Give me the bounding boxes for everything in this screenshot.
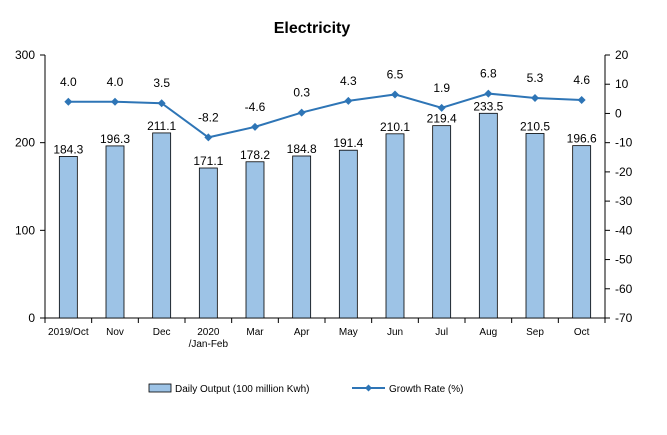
right-tick-label: -70 xyxy=(615,311,633,325)
bar-value-label: 210.1 xyxy=(380,120,410,134)
growth-rate-point xyxy=(437,103,446,112)
right-tick-label: -20 xyxy=(615,165,633,179)
growth-rate-point xyxy=(297,108,306,117)
left-tick-label: 300 xyxy=(15,48,35,62)
growth-rate-point xyxy=(391,90,399,99)
growth-rate-label: 3.5 xyxy=(153,76,170,90)
bar xyxy=(525,133,545,319)
bar-value-label: 184.3 xyxy=(53,142,83,156)
growth-rate-label: -4.6 xyxy=(245,100,266,114)
growth-rate-point xyxy=(484,89,493,98)
growth-rate-label: 0.3 xyxy=(293,86,310,100)
category-label: 2019/Oct xyxy=(48,327,89,338)
bar-value-label: 219.4 xyxy=(427,112,457,126)
bar xyxy=(245,161,265,319)
bar-value-label: 191.4 xyxy=(333,136,363,150)
growth-rate-point xyxy=(157,99,166,108)
category-label: Sep xyxy=(526,327,544,338)
growth-rate-label: 4.0 xyxy=(60,75,77,89)
right-tick-label: -30 xyxy=(615,194,633,208)
left-tick-label: 0 xyxy=(28,311,35,325)
chart-legend: Daily Output (100 million Kwh) Growth Rat… xyxy=(148,383,463,395)
category-label: 2020 xyxy=(197,327,220,338)
right-tick-label: -10 xyxy=(615,136,633,150)
bar xyxy=(338,149,358,319)
legend-bar-swatch xyxy=(148,383,172,393)
growth-rate-label: 4.3 xyxy=(340,74,357,88)
bar-value-label: 196.3 xyxy=(100,132,130,146)
bar-value-label: 178.2 xyxy=(240,148,270,162)
category-label: Dec xyxy=(153,327,171,338)
right-tick-label: -40 xyxy=(615,223,633,237)
right-tick-label: -50 xyxy=(615,253,633,267)
bar xyxy=(58,156,78,319)
growth-rate-line xyxy=(68,92,582,139)
category-label: Oct xyxy=(574,327,590,338)
legend-line-marker xyxy=(365,384,372,392)
growth-rate-label: -8.2 xyxy=(198,110,219,124)
bar-value-label: 171.1 xyxy=(193,154,223,168)
growth-rate-point xyxy=(531,93,539,102)
category-label: Jun xyxy=(387,327,403,338)
growth-rate-label: 1.9 xyxy=(433,81,450,95)
growth-rate-label: 6.5 xyxy=(387,67,404,81)
bar xyxy=(432,125,452,319)
growth-rate-label: 6.8 xyxy=(480,67,497,81)
growth-rate-point xyxy=(204,133,213,142)
left-tick-label: 100 xyxy=(15,223,35,237)
left-tick-label: 200 xyxy=(15,136,35,150)
category-label: Aug xyxy=(479,327,497,338)
category-label: /Jan-Feb xyxy=(189,339,229,350)
legend-bar-label: Daily Output (100 million Kwh) xyxy=(175,384,310,395)
bar xyxy=(152,132,172,319)
bar-value-label: 211.1 xyxy=(147,119,176,133)
growth-rate-point xyxy=(64,97,73,106)
bar xyxy=(478,112,498,319)
bar-value-label: 184.8 xyxy=(287,142,317,156)
bar xyxy=(385,133,405,319)
category-label: Mar xyxy=(246,327,264,338)
growth-rate-point xyxy=(111,97,119,106)
growth-rate-label: 4.0 xyxy=(107,75,124,89)
category-label: Apr xyxy=(294,327,310,338)
category-label: May xyxy=(339,327,358,338)
bar-value-label: 233.5 xyxy=(473,99,503,113)
chart-title: Electricity xyxy=(274,20,351,37)
bar-value-label: 210.5 xyxy=(520,119,550,133)
category-label: Jul xyxy=(435,327,448,338)
growth-rate-point xyxy=(251,122,259,131)
growth-rate-label: 5.3 xyxy=(527,71,544,85)
bar-value-label: 196.6 xyxy=(567,132,597,146)
right-tick-label: -60 xyxy=(615,282,633,296)
growth-rate-point xyxy=(577,96,586,105)
right-tick-label: 20 xyxy=(615,48,629,62)
right-tick-label: 0 xyxy=(615,106,622,120)
plot-area: 0 100 200 300 -70 -60 -50 -40 -30 -20 -10 0 10 20 184.… xyxy=(15,48,633,350)
growth-rate-label: 4.6 xyxy=(573,73,590,87)
bar xyxy=(105,145,125,319)
bar xyxy=(572,145,592,319)
bar xyxy=(198,167,218,319)
category-label: Nov xyxy=(106,327,124,338)
growth-rate-point xyxy=(344,96,353,105)
bar xyxy=(292,155,312,319)
right-tick-label: 10 xyxy=(615,77,629,91)
legend-line-label: Growth Rate (%) xyxy=(389,384,463,395)
